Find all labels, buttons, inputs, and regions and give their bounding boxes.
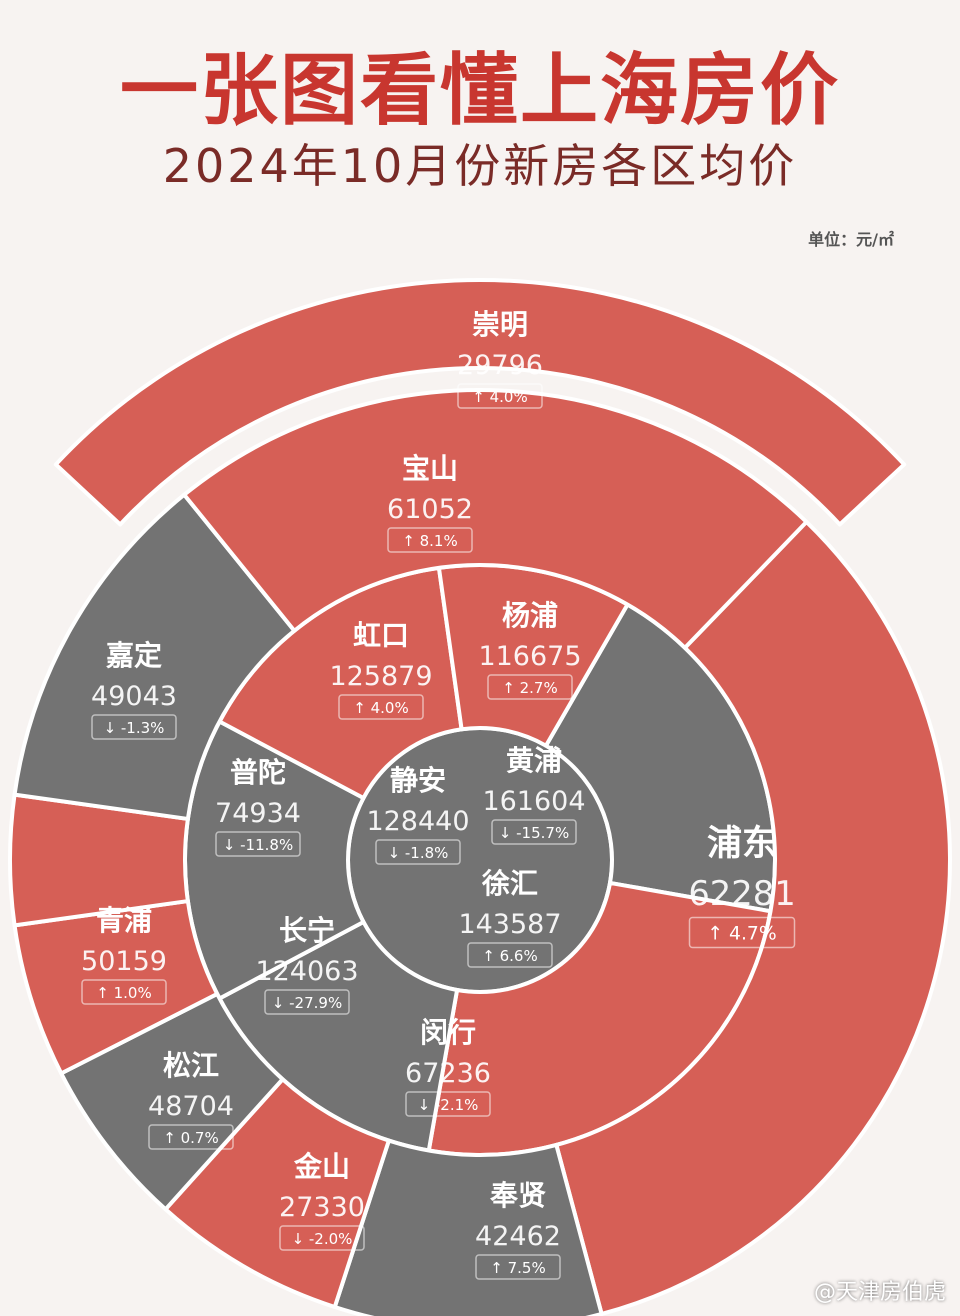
change-badge-middle-4	[148, 1124, 234, 1150]
district-name-middle-0: 浦东	[707, 824, 777, 864]
district-change-inner-4: ↑ 4.0%	[353, 699, 408, 717]
district-price-middle-1: 67236	[405, 1058, 491, 1089]
district-segment-middle-0	[554, 519, 953, 1316]
change-badge-middle-0	[688, 916, 796, 949]
change-badge-inner-2	[264, 989, 350, 1015]
district-price-middle-0: 62281	[688, 874, 795, 913]
district-name-middle-5: 青浦	[96, 904, 152, 937]
district-price-outer-0: 29796	[457, 350, 543, 381]
watermark: @天津房伯虎	[813, 1280, 946, 1305]
change-badge-inner-0	[491, 819, 577, 845]
district-change-middle-4: ↑ 0.7%	[163, 1129, 218, 1147]
district-change-middle-3: ↓ -2.0%	[292, 1230, 353, 1248]
district-name-inner-2: 长宁	[279, 914, 335, 947]
district-name-middle-6: 嘉定	[106, 639, 162, 672]
district-change-middle-7: ↑ 8.1%	[402, 532, 457, 550]
change-badge-middle-5	[81, 979, 167, 1005]
change-badge-outer-0	[457, 383, 543, 409]
district-price-middle-7: 61052	[387, 494, 473, 525]
change-badge-inner-4	[338, 694, 424, 720]
district-price-inner-4: 125879	[329, 661, 432, 692]
district-price-middle-6: 49043	[91, 681, 177, 712]
district-name-inner-5: 杨浦	[502, 599, 558, 632]
district-price-middle-2: 42462	[475, 1221, 561, 1252]
district-name-inner-0: 黄浦	[506, 744, 562, 777]
district-change-inner-0: ↓ -15.7%	[499, 824, 569, 842]
district-change-middle-1: ↓ -2.1%	[418, 1096, 479, 1114]
page-subtitle: 2024年10月份新房各区均价	[162, 139, 798, 193]
district-change-center-0: ↓ -1.8%	[388, 844, 449, 862]
district-price-center-0: 128440	[366, 806, 469, 837]
change-badge-middle-3	[279, 1225, 365, 1251]
district-name-inner-3: 普陀	[230, 756, 286, 789]
district-price-middle-3: 27330	[279, 1192, 365, 1223]
district-price-middle-5: 50159	[81, 946, 167, 977]
district-change-middle-6: ↓ -1.3%	[104, 719, 165, 737]
district-name-center-0: 静安	[390, 764, 446, 797]
district-name-outer-0: 崇明	[472, 308, 528, 341]
district-name-inner-1: 徐汇	[481, 867, 538, 900]
district-change-middle-2: ↑ 7.5%	[490, 1259, 545, 1277]
change-badge-center-0	[375, 839, 461, 865]
change-badge-inner-1	[467, 942, 553, 968]
district-change-middle-0: ↑ 4.7%	[707, 924, 776, 945]
district-segment-middle-7	[182, 388, 809, 650]
change-badge-middle-2	[475, 1254, 561, 1280]
district-change-inner-2: ↓ -27.9%	[272, 994, 342, 1012]
district-change-inner-1: ↑ 6.6%	[482, 947, 537, 965]
district-name-middle-4: 松江	[163, 1049, 219, 1082]
district-price-inner-2: 124063	[255, 956, 358, 987]
change-badge-middle-1	[405, 1091, 491, 1117]
unit-label: 单位：元/㎡	[808, 230, 894, 249]
district-change-inner-3: ↓ -11.8%	[223, 836, 293, 854]
district-name-inner-4: 虹口	[353, 619, 409, 652]
change-badge-inner-5	[487, 674, 573, 700]
change-badge-middle-6	[91, 714, 177, 740]
district-segment-outer-0	[53, 278, 907, 527]
district-name-middle-2: 奉贤	[490, 1179, 546, 1212]
change-badge-inner-3	[215, 831, 301, 857]
district-name-middle-1: 闵行	[420, 1016, 476, 1049]
district-price-inner-3: 74934	[215, 798, 301, 829]
district-price-middle-4: 48704	[148, 1091, 234, 1122]
district-price-inner-1: 143587	[458, 909, 561, 940]
district-change-inner-5: ↑ 2.7%	[502, 679, 557, 697]
district-change-middle-5: ↑ 1.0%	[96, 984, 151, 1002]
page-title: 一张图看懂上海房价	[119, 46, 840, 136]
district-price-inner-0: 161604	[482, 786, 585, 817]
district-price-inner-5: 116675	[478, 641, 581, 672]
district-change-outer-0: ↑ 4.0%	[472, 388, 527, 406]
district-name-middle-7: 宝山	[402, 452, 458, 485]
change-badge-middle-7	[387, 527, 473, 553]
district-name-middle-3: 金山	[293, 1150, 350, 1183]
